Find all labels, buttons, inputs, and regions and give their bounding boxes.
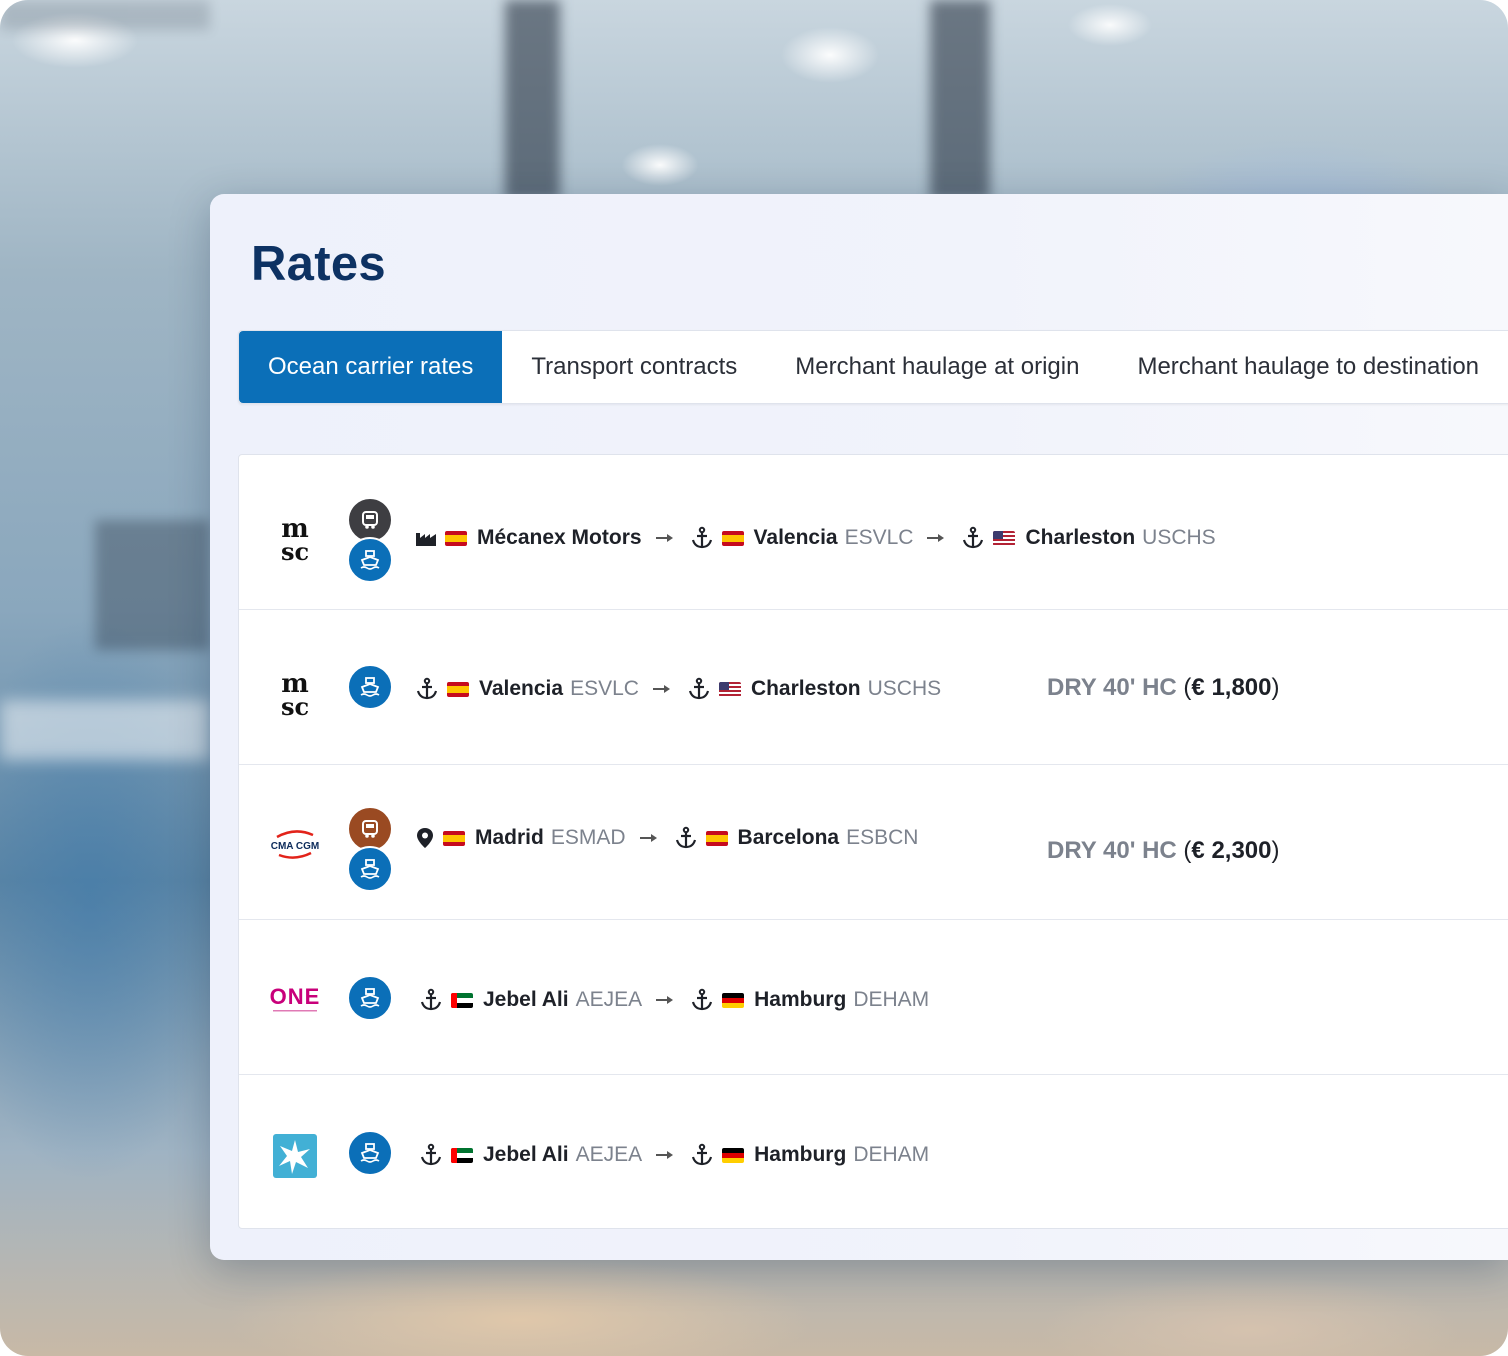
location-name: Madrid (475, 826, 544, 849)
svg-text:m: m (281, 670, 309, 699)
anchor-icon (419, 1143, 443, 1167)
port-name: Jebel Ali (483, 988, 569, 1011)
container-type: DRY 40' HC (1047, 674, 1177, 701)
route: Mécanex Motors Valencia ESVLC Charleston… (415, 523, 1216, 553)
carrier-logo-one: ONE (265, 970, 325, 1030)
svg-text:CMA CGM: CMA CGM (271, 841, 320, 852)
ship-mode-icon (347, 975, 393, 1021)
route: Valencia ESVLC Charleston USCHS (415, 674, 941, 704)
ship-mode-icon (347, 537, 393, 583)
flag-us-icon (993, 530, 1016, 546)
carrier-logo-maersk (265, 1126, 325, 1186)
page-title: Rates (251, 237, 386, 291)
port-name: Valencia (753, 526, 838, 549)
ship-mode-icon (347, 1130, 393, 1176)
port-code: DEHAM (853, 1143, 930, 1166)
port-name: Jebel Ali (483, 1143, 569, 1166)
price-amount: € 1,800 (1191, 674, 1272, 701)
port-code: AEJEA (575, 988, 643, 1011)
rate-row[interactable]: CMA CGM Madrid ESMAD (239, 765, 1508, 920)
flag-es-icon (443, 830, 465, 846)
port-code: ESVLC (844, 526, 914, 549)
anchor-icon (690, 1143, 714, 1167)
origin-name: Mécanex Motors (477, 526, 642, 549)
flag-de-icon (722, 1147, 745, 1163)
ship-mode-icon (347, 846, 393, 892)
flag-es-icon (705, 830, 728, 846)
svg-text:sc: sc (281, 537, 309, 563)
anchor-icon (690, 988, 714, 1012)
flag-de-icon (722, 992, 745, 1008)
anchor-icon (415, 677, 439, 701)
port-code: USCHS (1142, 526, 1216, 549)
port-code: AEJEA (575, 1143, 643, 1166)
price-amount: € 2,300 (1191, 837, 1272, 864)
port-name: Charleston (750, 677, 861, 700)
location-pin-icon (415, 826, 435, 850)
arrow-right-icon (656, 1150, 674, 1160)
port-code: ESVLC (570, 677, 639, 700)
ship-mode-icon (347, 664, 393, 710)
tab-bar: Ocean carrier rates Transport contracts … (238, 330, 1508, 404)
rate-row[interactable]: Jebel Ali AEJEA Hamburg DEHAM (239, 1075, 1508, 1229)
port-name: Barcelona (737, 826, 840, 849)
rate-price: DRY 40' HC (€ 2,300) (1047, 837, 1280, 864)
flag-es-icon (445, 530, 467, 546)
port-name: Hamburg (754, 988, 847, 1011)
tab-merchant-haulage-destination[interactable]: Merchant haulage to destination (1137, 353, 1480, 380)
anchor-icon (687, 677, 711, 701)
factory-icon (415, 529, 437, 547)
star-icon (273, 1134, 317, 1178)
container-type: DRY 40' HC (1047, 837, 1177, 864)
svg-text:ONE: ONE (270, 984, 321, 1009)
route: Jebel Ali AEJEA Hamburg DEHAM (419, 985, 929, 1015)
rate-row[interactable]: m sc Valencia ESVLC Charleston (239, 610, 1508, 765)
arrow-right-icon (927, 533, 945, 543)
port-name: Hamburg (754, 1143, 847, 1166)
flag-ae-icon (451, 1147, 473, 1163)
route: Jebel Ali AEJEA Hamburg DEHAM (419, 1140, 929, 1170)
anchor-icon (961, 526, 985, 550)
tab-ocean-carrier-rates[interactable]: Ocean carrier rates (239, 331, 503, 403)
route: Madrid ESMAD Barcelona ESBCN (415, 823, 918, 853)
port-name: Charleston (1025, 526, 1136, 549)
anchor-icon (674, 826, 698, 850)
tab-transport-contracts[interactable]: Transport contracts (531, 353, 738, 380)
anchor-icon (690, 526, 714, 550)
rates-list: m sc Mécanex Motors (238, 454, 1508, 1229)
port-name: Valencia (479, 677, 564, 700)
svg-text:m: m (281, 515, 309, 544)
location-code: ESMAD (550, 826, 626, 849)
tab-merchant-haulage-origin[interactable]: Merchant haulage at origin (795, 353, 1080, 380)
port-code: ESBCN (846, 826, 919, 849)
rate-row[interactable]: ONE Jebel Ali AEJEA Hamburg (239, 920, 1508, 1075)
arrow-right-icon (652, 684, 671, 694)
flag-es-icon (721, 530, 744, 546)
arrow-right-icon (655, 533, 674, 543)
anchor-icon (419, 988, 443, 1012)
port-code: DEHAM (853, 988, 930, 1011)
carrier-logo-msc: m sc (265, 664, 325, 724)
arrow-right-icon (656, 995, 674, 1005)
rates-panel: Rates Ocean carrier rates Transport cont… (210, 194, 1508, 1260)
rate-price: DRY 40' HC (€ 1,800) (1047, 674, 1280, 701)
flag-us-icon (718, 681, 741, 697)
flag-es-icon (447, 681, 469, 697)
rate-row[interactable]: m sc Mécanex Motors (239, 455, 1508, 610)
carrier-logo-cma-cgm: CMA CGM (265, 815, 325, 875)
flag-ae-icon (451, 992, 473, 1008)
carrier-logo-msc: m sc (265, 509, 325, 569)
port-code: USCHS (867, 677, 942, 700)
arrow-right-icon (639, 833, 658, 843)
svg-text:sc: sc (281, 692, 309, 718)
